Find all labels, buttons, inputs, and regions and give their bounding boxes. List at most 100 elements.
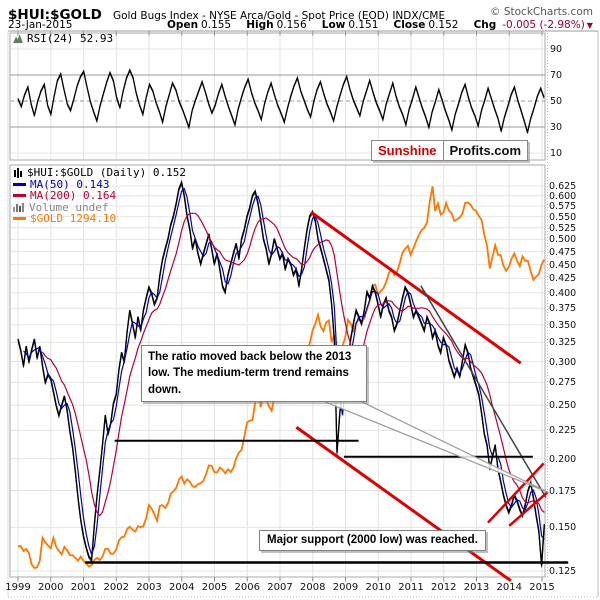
x-axis-label: 2006 xyxy=(234,582,260,593)
legend-label: $HUI:$GOLD (Daily) 0.152 xyxy=(27,166,186,179)
legend-item-volume: Volume undef xyxy=(13,200,186,214)
y-axis-label: 0.375 xyxy=(549,303,577,315)
open-value: 0.155 xyxy=(201,19,232,31)
x-axis-label: 2004 xyxy=(169,582,195,593)
low-label: Low xyxy=(321,19,346,31)
red-wedge-upper-line xyxy=(487,462,545,524)
ratio-line xyxy=(17,179,545,566)
y-axis-label: 0.475 xyxy=(549,246,577,258)
y-axis-label: 0.425 xyxy=(549,273,577,285)
low-value: 0.151 xyxy=(348,19,379,31)
y-axis-label: 0.500 xyxy=(549,234,577,246)
y-axis-label: 0.525 xyxy=(549,222,577,234)
symbol-title: $HUI:$GOLD xyxy=(8,7,102,23)
close-value: 0.152 xyxy=(428,19,459,31)
candlesticks-icon xyxy=(13,167,23,178)
ma200-dash-icon xyxy=(13,194,26,198)
legend-item-ma200: MA(200) 0.164 xyxy=(13,190,186,202)
sunshine-profits-logo: Sunshine Profits.com xyxy=(371,140,529,161)
logo-sunshine: Sunshine xyxy=(378,143,437,158)
annotation-callout-2013-low: The ratio moved back below the 2013 low.… xyxy=(141,345,367,402)
red-channel-lower-line xyxy=(295,426,512,582)
x-axis-label: 2007 xyxy=(267,582,293,593)
y-axis-label: 0.450 xyxy=(549,259,577,271)
ma(50)-line xyxy=(23,187,545,557)
rsi-label: RSI(24) 52.93 xyxy=(27,32,114,45)
y-axis-label: 0.200 xyxy=(549,453,577,465)
logo-divider xyxy=(442,141,444,160)
high-value: 0.156 xyxy=(276,19,307,31)
rsi-legend: RSI(24) 52.93 xyxy=(13,33,113,45)
high-quote: High 0.156 xyxy=(246,19,306,31)
legend-item-gold: $GOLD 1294.10 xyxy=(13,213,186,225)
x-axis-label: 2012 xyxy=(431,582,457,593)
legend-item-ratio: $HUI:$GOLD (Daily) 0.152 xyxy=(13,167,186,179)
main-legend: $HUI:$GOLD (Daily) 0.152 MA(50) 0.143 MA… xyxy=(13,167,186,225)
x-axis-label: 2010 xyxy=(365,582,391,593)
y-axis-label: 0.275 xyxy=(549,377,577,389)
ohlc-row: Open 0.155 High 0.156 Low 0.151 Close 0.152 … xyxy=(167,19,593,31)
x-axis-label: 2005 xyxy=(201,582,228,593)
callout-pointer xyxy=(319,398,549,494)
close-label: Close xyxy=(393,19,426,31)
chart-header: $HUI:$GOLD Gold Bugs Index - NYSE Arca/G… xyxy=(8,4,445,23)
x-axis-label: 2000 xyxy=(38,582,64,593)
symbol-description: Gold Bugs Index - NYSE Arca/Gold - Spot … xyxy=(112,10,446,22)
y-axis-label: 0.575 xyxy=(549,200,577,212)
change-value: -0.005 (-2.98%) xyxy=(502,19,585,31)
y-axis-label: 0.600 xyxy=(549,190,577,202)
change-quote: Chg -0.005 (-2.98%) ▼ xyxy=(474,19,593,31)
x-axis-label: 2013 xyxy=(463,582,490,593)
down-triangle-icon: ▼ xyxy=(586,21,593,30)
y-axis-label: 0.325 xyxy=(549,337,577,349)
x-axis-label: 2011 xyxy=(398,582,424,593)
red-channel-upper-line xyxy=(310,211,522,365)
ma(200)-line xyxy=(41,212,545,517)
declining-resistance-line xyxy=(420,285,547,498)
rsi-axis-label: 90 xyxy=(550,44,563,55)
x-axis-label: 2003 xyxy=(136,582,162,593)
x-axis-label: 2008 xyxy=(300,582,326,593)
y-axis-label: 0.175 xyxy=(549,485,577,497)
y-axis-label: 0.225 xyxy=(549,425,577,437)
legend-label: Volume undef xyxy=(29,200,109,214)
legend-label: MA(50) 0.143 xyxy=(30,177,110,191)
red-wedge-lower-line xyxy=(508,490,549,527)
y-axis-label: 0.400 xyxy=(549,287,577,299)
annotation-major-support: Major support (2000 low) was reached. xyxy=(259,530,486,551)
y-axis-label: 0.550 xyxy=(549,211,577,223)
x-axis-label: 2001 xyxy=(70,582,97,593)
y-axis-label: 0.250 xyxy=(549,400,577,412)
high-label: High xyxy=(246,19,274,31)
legend-item-ma50: MA(50) 0.143 xyxy=(13,177,186,191)
volume-bars-icon xyxy=(13,202,25,213)
rsi-line-shadow xyxy=(17,70,545,134)
rsi-axis-label: 50 xyxy=(550,96,563,107)
legend-label: $GOLD 1294.10 xyxy=(30,212,117,225)
rsi-axis-label: 70 xyxy=(550,70,563,81)
logo-profits: Profits.com xyxy=(449,143,522,158)
y-axis-label: 0.300 xyxy=(549,356,577,368)
close-quote: Close 0.152 xyxy=(394,19,459,31)
rsi-indicator-icon xyxy=(13,34,23,44)
rsi-line xyxy=(17,68,545,133)
y-axis-label: 0.625 xyxy=(549,181,577,192)
y-axis-label: 0.150 xyxy=(549,522,577,534)
x-axis-label: 1999 xyxy=(5,582,31,593)
x-axis-label: 2009 xyxy=(332,582,359,593)
x-axis-label: 2015 xyxy=(529,582,555,593)
legend-label: MA(200) 0.164 xyxy=(30,189,117,202)
low-quote: Low 0.151 xyxy=(322,19,379,31)
x-axis-label: 2002 xyxy=(103,582,129,593)
rsi-axis-label: 10 xyxy=(550,148,563,159)
y-axis-label: 0.125 xyxy=(549,566,577,577)
ma50-dash-icon xyxy=(13,182,26,186)
rsi-axis-label: 30 xyxy=(550,122,563,133)
open-label: Open xyxy=(167,19,199,31)
gold-dash-icon xyxy=(13,217,26,221)
x-axis-label: 2014 xyxy=(496,582,522,593)
quote-date: 23-Jan-2015 xyxy=(8,19,73,31)
open-quote: Open 0.155 xyxy=(167,19,231,31)
